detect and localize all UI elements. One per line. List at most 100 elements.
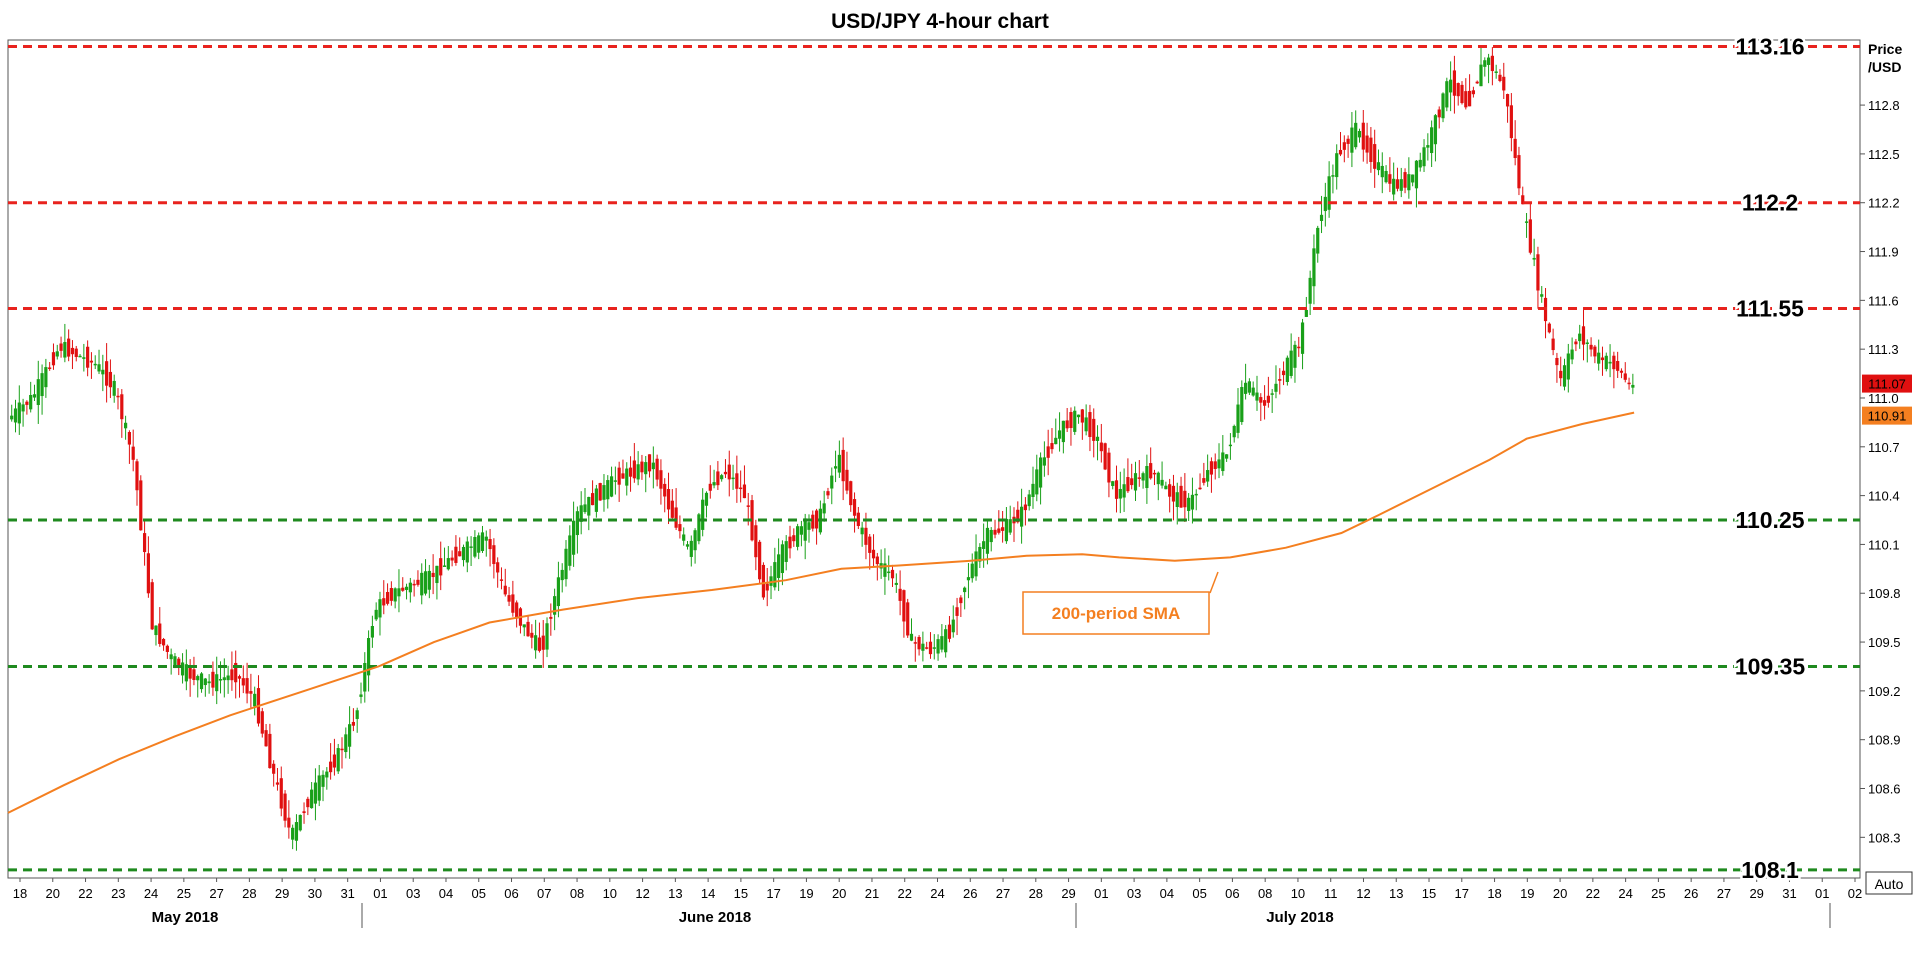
- candle-body: [336, 748, 340, 772]
- candle-body: [1494, 71, 1498, 73]
- y-tick-label: 108.3: [1868, 830, 1901, 845]
- candle-body: [1187, 497, 1191, 511]
- candle-body: [773, 562, 777, 588]
- candle-body: [116, 395, 120, 398]
- candle-body: [1270, 393, 1274, 395]
- candle-body: [1509, 105, 1513, 139]
- candle-body: [997, 528, 1001, 533]
- candle-body: [1001, 527, 1005, 531]
- candle-body: [568, 535, 572, 566]
- x-tick-label: 19: [799, 886, 813, 901]
- candle-body: [837, 454, 841, 473]
- candle-body: [142, 533, 147, 553]
- resistance-level-label: 112.2: [1742, 190, 1798, 216]
- candle-body: [1236, 404, 1240, 433]
- candle-body: [841, 449, 845, 482]
- candle-body: [1206, 470, 1210, 482]
- candle-body: [640, 461, 644, 473]
- candle-body: [1505, 94, 1510, 107]
- candle-body: [697, 514, 701, 542]
- candle-body: [553, 596, 557, 615]
- candle-body: [765, 583, 769, 591]
- candle-body: [454, 546, 458, 563]
- candle-body: [909, 633, 914, 641]
- candle-body: [499, 579, 504, 581]
- candle-body: [370, 626, 374, 638]
- candle-body: [1008, 519, 1012, 533]
- candle-body: [860, 527, 864, 535]
- sma-line: [7, 411, 1635, 814]
- candle-body: [1281, 370, 1286, 376]
- x-tick-label: 22: [897, 886, 911, 901]
- candle-body: [1069, 412, 1073, 429]
- candle-body: [1217, 459, 1221, 469]
- x-tick-label: 10: [603, 886, 617, 901]
- candle-body: [1202, 478, 1206, 483]
- candle-body: [921, 643, 925, 651]
- candle-body: [758, 541, 762, 580]
- candle-body: [511, 594, 515, 613]
- candle-body: [932, 647, 936, 649]
- candle-body: [1004, 518, 1009, 542]
- candle-body: [887, 571, 891, 574]
- candle-body: [830, 475, 834, 489]
- candle-body: [260, 711, 264, 734]
- candle-body: [982, 541, 986, 549]
- candle-body: [234, 662, 238, 683]
- candle-body: [1225, 454, 1229, 459]
- candle-body: [1164, 485, 1168, 490]
- candle-body: [898, 588, 902, 601]
- x-tick-label: 06: [504, 886, 518, 901]
- x-tick-label: 20: [832, 886, 846, 901]
- candle-body: [272, 763, 276, 774]
- candle-body: [1528, 219, 1532, 253]
- candle-body: [1300, 322, 1305, 354]
- candle-body: [203, 678, 207, 686]
- x-tick-label: 27: [209, 886, 223, 901]
- candle-body: [590, 493, 595, 506]
- sma-callout-label: 200-period SMA: [1052, 604, 1180, 623]
- candle-body: [1464, 91, 1468, 108]
- candle-body: [545, 623, 549, 650]
- y-tick-label: 108.6: [1868, 782, 1901, 797]
- candle-body: [74, 348, 78, 357]
- candle-body: [936, 639, 940, 654]
- candle-body: [442, 565, 447, 567]
- candle-body: [1308, 277, 1312, 304]
- x-tick-label: 12: [635, 886, 649, 901]
- auto-button[interactable]: [1865, 871, 1913, 895]
- candle-body: [416, 579, 420, 585]
- x-month-label: May 2018: [152, 909, 219, 926]
- candle-body: [564, 548, 568, 580]
- x-tick-label: 26: [963, 886, 977, 901]
- candle-body: [89, 360, 94, 363]
- candle-body: [955, 607, 959, 616]
- x-tick-label: 03: [406, 886, 420, 901]
- candle-body: [906, 602, 910, 636]
- candle-body: [1228, 444, 1233, 447]
- resistance-level-label: 113.16: [1735, 34, 1804, 60]
- candle-body: [264, 730, 268, 747]
- x-tick-label: 24: [930, 886, 944, 901]
- candle-body: [651, 462, 655, 470]
- candle-body: [298, 814, 302, 831]
- candle-body: [169, 654, 173, 660]
- candle-body: [321, 774, 325, 787]
- candle-body: [55, 351, 59, 357]
- y-tick-label: 109.8: [1868, 586, 1901, 601]
- candle-body: [1608, 361, 1612, 364]
- sma-callout-pointer: [1209, 571, 1219, 594]
- candle-body: [811, 514, 815, 529]
- x-tick-label: 27: [996, 886, 1010, 901]
- candle-body: [621, 473, 625, 479]
- candle-body: [556, 577, 561, 607]
- candle-body: [131, 446, 135, 460]
- x-tick-label: 04: [439, 886, 453, 901]
- candle-body: [1532, 257, 1536, 260]
- candle-body: [44, 367, 48, 388]
- candle-body: [1627, 382, 1631, 385]
- candle-body: [845, 469, 849, 491]
- candle-body: [1365, 135, 1369, 153]
- x-tick-label: 25: [177, 886, 191, 901]
- candle-body: [184, 664, 188, 682]
